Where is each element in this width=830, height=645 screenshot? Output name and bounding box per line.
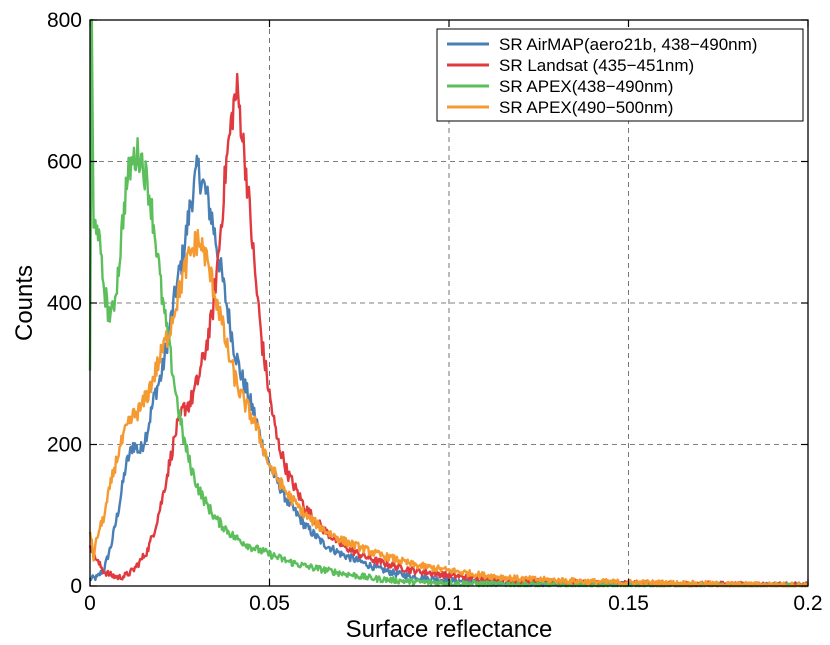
- legend: SR AirMAP(aero21b, 438−490nm) SR Landsat …: [436, 28, 804, 122]
- y-tick-label: 600: [47, 151, 82, 174]
- legend-label-2: SR Landsat (435−451nm): [499, 56, 694, 75]
- tick-labels: 0 0.05 0.1 0.15 0.2 0 200 400 600 800: [47, 9, 823, 615]
- x-tick-label: 0.2: [793, 592, 822, 615]
- x-tick-label: 0.15: [608, 592, 649, 615]
- y-tick-label: 0: [70, 575, 82, 598]
- legend-label-3: SR APEX(438−490nm): [499, 77, 673, 96]
- series-layer: [88, 18, 810, 588]
- y-tick-label: 200: [47, 434, 82, 457]
- x-tick-label: 0: [84, 592, 96, 615]
- x-axis-title: Surface reflectance: [346, 616, 553, 643]
- series-line-4: [88, 228, 810, 588]
- y-tick-label: 400: [47, 292, 82, 315]
- x-tick-label: 0.1: [434, 592, 463, 615]
- legend-label-4: SR APEX(490−500nm): [499, 98, 673, 117]
- axis-ticks: [89, 19, 809, 587]
- y-tick-label: 800: [47, 9, 82, 32]
- legend-label-1: SR AirMAP(aero21b, 438−490nm): [499, 35, 757, 54]
- legend-box: [436, 28, 804, 122]
- x-tick-label: 0.05: [249, 592, 290, 615]
- y-axis-title: Counts: [11, 265, 38, 341]
